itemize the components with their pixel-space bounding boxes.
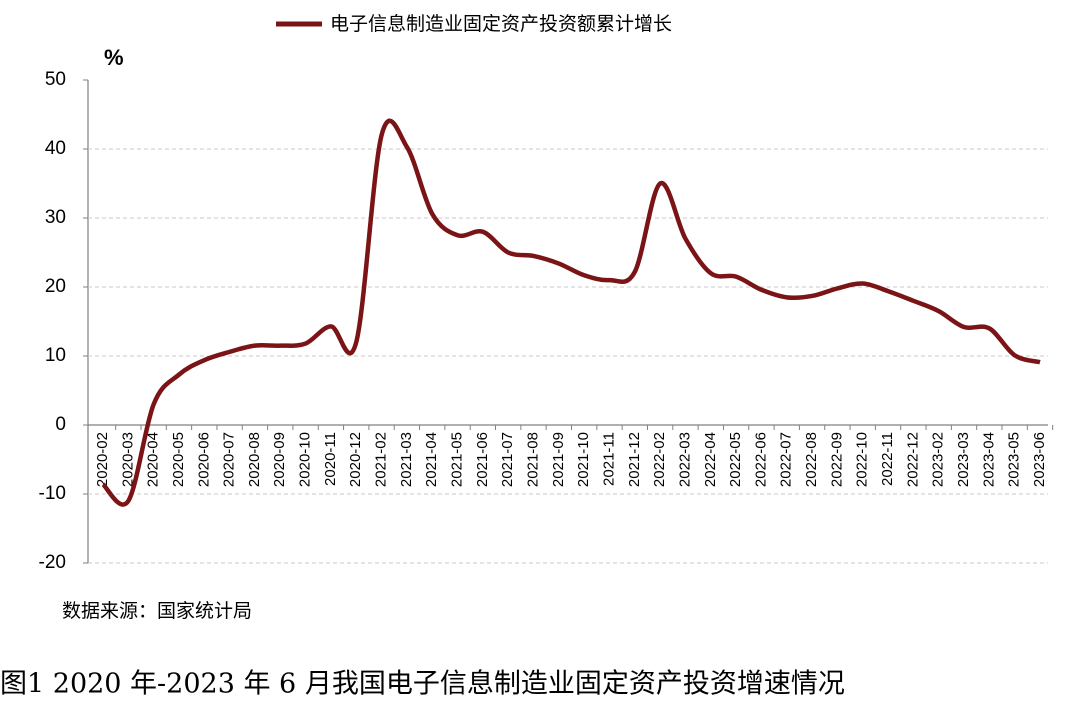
- x-tick-label: 2020-08: [246, 432, 263, 487]
- x-tick-label: 2022-08: [803, 432, 820, 487]
- x-tick-label: 2021-06: [474, 432, 491, 487]
- x-tick-label: 2021-04: [423, 432, 440, 487]
- x-tick-label: 2020-10: [297, 432, 314, 487]
- y-tick-label: 40: [45, 138, 66, 159]
- x-tick-label: 2023-04: [980, 432, 997, 487]
- legend-label: 电子信息制造业固定资产投资额累计增长: [330, 13, 672, 35]
- x-tick-label: 2020-03: [119, 432, 136, 487]
- x-tick-label: 2022-03: [676, 432, 693, 487]
- x-tick-label: 2022-07: [778, 432, 795, 487]
- x-tick-label: 2020-02: [94, 432, 111, 487]
- y-tick-label: 30: [45, 207, 66, 228]
- x-tick-label: 2021-09: [550, 432, 567, 487]
- x-tick-label: 2020-11: [322, 432, 339, 486]
- x-tick-label: 2020-04: [145, 432, 162, 487]
- x-tick-label: 2020-05: [170, 432, 187, 487]
- data-line: [101, 118, 1041, 507]
- x-tick-label: 2022-11: [879, 432, 896, 486]
- x-tick-label: 2023-03: [955, 432, 972, 487]
- x-tick-label: 2023-02: [930, 432, 947, 487]
- y-unit: %: [104, 45, 124, 70]
- y-tick-label: -10: [39, 483, 66, 504]
- x-tick-label: 2022-04: [702, 432, 719, 487]
- x-tick-label: 2022-10: [854, 432, 871, 487]
- x-tick-label: 2021-10: [575, 432, 592, 487]
- x-tick-label: 2020-09: [271, 432, 288, 487]
- source: 数据来源：国家统计局: [62, 600, 252, 622]
- x-tick-label: 2021-02: [373, 432, 390, 487]
- x-tick-label: 2020-07: [221, 432, 238, 487]
- x-tick-label: 2021-05: [449, 432, 466, 487]
- x-tick-label: 2021-08: [524, 432, 541, 487]
- y-tick-label: 0: [55, 414, 66, 435]
- x-tick-label: 2023-05: [1006, 432, 1023, 487]
- x-tick-label: 2020-06: [195, 432, 212, 487]
- x-tick-label: 2022-12: [904, 432, 921, 487]
- x-tick-label: 2023-06: [1031, 432, 1048, 487]
- caption: 图1 2020 年-2023 年 6 月我国电子信息制造业固定资产投资增速情况: [0, 669, 845, 700]
- x-tick-label: 2022-05: [727, 432, 744, 487]
- y-tick-label: 20: [45, 276, 66, 297]
- x-tick-label: 2022-02: [651, 432, 668, 487]
- y-tick-label: -20: [39, 552, 66, 573]
- y-tick-label: 10: [45, 345, 66, 366]
- x-tick-label: 2021-03: [398, 432, 415, 487]
- x-tick-label: 2021-12: [626, 432, 643, 487]
- x-tick-label: 2021-11: [600, 432, 617, 486]
- y-tick-label: 50: [45, 69, 66, 90]
- x-tick-label: 2020-12: [347, 432, 364, 487]
- x-tick-label: 2021-07: [499, 432, 516, 487]
- x-tick-label: 2022-06: [752, 432, 769, 487]
- x-tick-label: 2022-09: [828, 432, 845, 487]
